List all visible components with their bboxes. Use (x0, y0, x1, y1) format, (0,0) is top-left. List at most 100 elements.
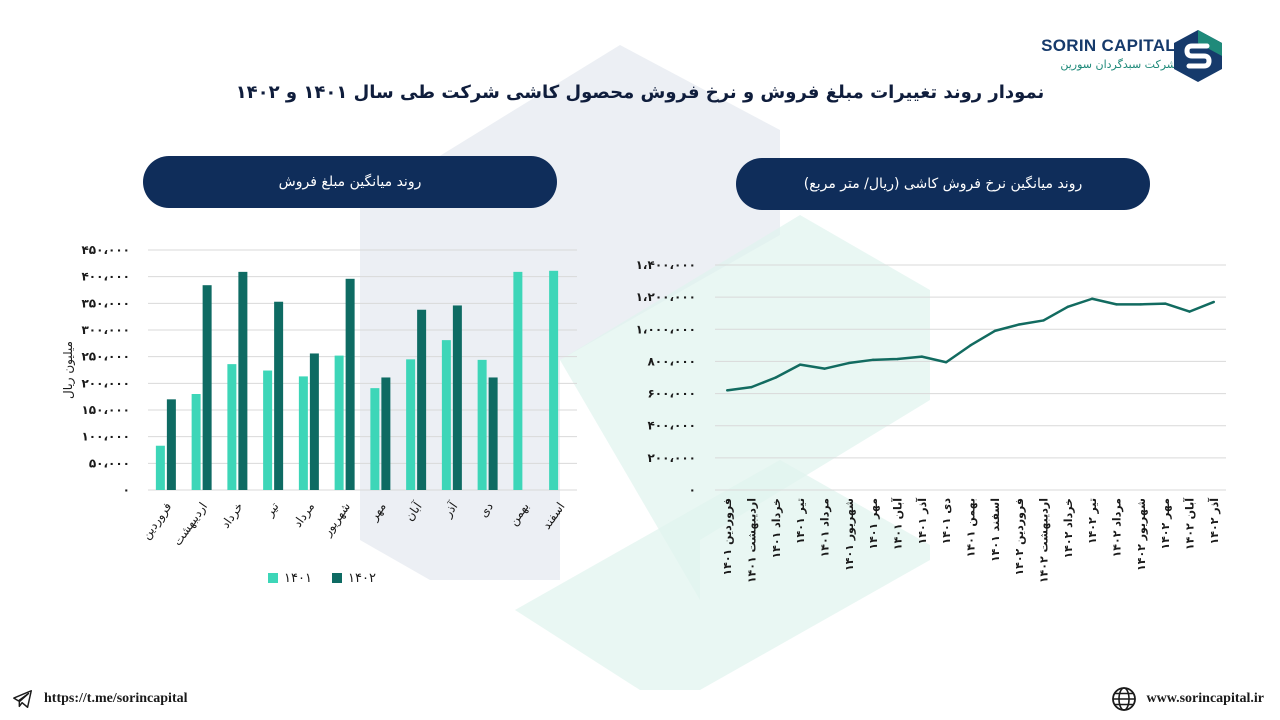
bar-1402 (381, 377, 391, 490)
globe-icon (1111, 687, 1136, 711)
bar-1401 (549, 270, 559, 490)
line-x-tick-label: آذر ۱۴۰۱ (915, 498, 929, 545)
website-url[interactable]: www.sorincapital.ir (1146, 691, 1264, 706)
line-point (750, 385, 753, 389)
line-x-tick-label: تیر ۱۴۰۱ (794, 498, 807, 544)
line-y-tick-label: ۱،۴۰۰،۰۰۰ (636, 258, 696, 272)
line-x-tick-label: مرداد ۱۴۰۲ (1111, 498, 1124, 557)
bar-y-tick-label: ۰ (123, 483, 130, 497)
line-y-tick-label: ۲۰۰،۰۰۰ (647, 451, 696, 465)
legend-label: ۱۴۰۲ (348, 571, 376, 586)
line-x-tick-label: مرداد ۱۴۰۱ (819, 498, 832, 557)
bar-x-tick-label: اسفند (539, 500, 567, 532)
bar-y-tick-label: ۴۰۰،۰۰۰ (81, 270, 130, 284)
bar-y-tick-label: ۳۰۰،۰۰۰ (81, 323, 130, 337)
bar-1401 (263, 370, 273, 490)
line-y-tick-label: ۰ (689, 483, 696, 497)
bar-1401 (441, 340, 451, 490)
line-y-tick-label: ۶۰۰،۰۰۰ (647, 387, 696, 401)
bar-1402 (202, 285, 212, 490)
line-x-tick-label: شهریور ۱۴۰۲ (1135, 498, 1148, 571)
bar-x-tick-label: مهر (366, 500, 390, 525)
line-point (969, 344, 972, 347)
line-x-tick-label: شهریور ۱۴۰۱ (843, 498, 856, 571)
telegram-url[interactable]: https://t.me/sorincapital (44, 691, 188, 706)
bar-1401 (155, 445, 165, 490)
legend-swatch (332, 573, 342, 583)
bar-x-tick-label: شهریور (320, 500, 354, 540)
line-y-tick-label: ۱،۰۰۰،۰۰۰ (636, 322, 696, 336)
bar-y-tick-label: ۲۰۰،۰۰۰ (81, 376, 130, 390)
brand-logo: SORIN CAPITAL شرکت سبدگردان سورین (1041, 30, 1252, 82)
bar-1401 (334, 355, 344, 490)
bar-x-tick-label: آذر (439, 499, 461, 521)
line-x-tick-label: دی ۱۴۰۱ (940, 498, 953, 545)
bar-1401 (298, 376, 308, 490)
line-point (774, 376, 778, 379)
bar-y-tick-label: ۵۰،۰۰۰ (89, 456, 130, 470)
bar-x-tick-label: اردیبهشت (170, 500, 211, 549)
line-y-tick-label: ۴۰۰،۰۰۰ (647, 419, 696, 433)
bar-1401 (406, 359, 416, 490)
bar-y-tick-label: ۱۰۰،۰۰۰ (81, 430, 130, 444)
line-x-tick-label: مهر ۱۴۰۱ (867, 498, 880, 550)
line-point (896, 357, 899, 361)
bar-1402 (238, 271, 248, 490)
bar-1401 (513, 271, 523, 490)
bar-x-tick-label: بهمن (506, 500, 533, 529)
line-x-tick-label: تیر ۱۴۰۲ (1086, 498, 1099, 544)
line-point (944, 361, 948, 364)
bar-y-tick-label: ۴۵۰،۰۰۰ (81, 243, 130, 257)
line-point (993, 329, 997, 333)
line-point (920, 355, 924, 358)
website-link[interactable]: www.sorincapital.ir (1111, 686, 1264, 712)
line-point (1090, 297, 1094, 300)
line-point (1042, 319, 1045, 322)
bar-chart-title-pill: روند میانگین مبلغ فروش (143, 156, 557, 208)
sorin-logo-icon (1174, 30, 1222, 82)
line-point (1212, 300, 1216, 304)
line-x-tick-label: خرداد ۱۴۰۱ (770, 498, 783, 559)
telegram-link[interactable]: https://t.me/sorincapital (12, 688, 188, 710)
line-chart-title-pill: روند میانگین نرخ فروش کاشی (ریال/ متر مر… (736, 158, 1150, 210)
bar-x-tick-label: تیر (262, 500, 283, 521)
legend-swatch (268, 573, 278, 583)
bar-y-tick-label: ۱۵۰،۰۰۰ (81, 403, 130, 417)
bar-x-tick-label: دی (476, 500, 496, 520)
bar-x-tick-label: آبان (401, 499, 425, 524)
bar-1401 (191, 394, 201, 490)
page-title: نمودار روند تغییرات مبلغ فروش و نرخ فروش… (235, 82, 1045, 103)
bar-1402 (345, 278, 355, 490)
line-y-tick-label: ۸۰۰،۰۰۰ (647, 354, 696, 368)
bar-1402 (166, 399, 176, 490)
bar-1402 (488, 377, 498, 490)
line-point (1017, 323, 1021, 326)
line-x-tick-label: اردیبهشت ۱۴۰۱ (746, 498, 759, 583)
line-x-tick-label: فروردین ۱۴۰۱ (721, 498, 734, 576)
bar-x-tick-label: مرداد (290, 500, 318, 531)
line-point (1066, 305, 1070, 308)
line-x-tick-label: خرداد ۱۴۰۲ (1062, 498, 1075, 559)
line-point (871, 358, 875, 362)
bar-1402 (417, 309, 427, 490)
bar-1402 (452, 305, 462, 490)
line-x-tick-label: اسفند ۱۴۰۱ (989, 498, 1002, 562)
bar-y-axis-label: میلیون ریال (61, 341, 76, 399)
line-x-tick-label: بهمن ۱۴۰۱ (965, 498, 978, 557)
line-x-tick-label: آبان ۱۴۰۲ (1183, 498, 1197, 550)
bar-1402 (309, 353, 319, 490)
bar-1401 (477, 359, 487, 490)
line-x-tick-label: آبان ۱۴۰۱ (891, 498, 905, 550)
brand-subtitle: شرکت سبدگردان سورین (1060, 58, 1176, 71)
line-point (1115, 303, 1118, 306)
bar-1402 (274, 301, 284, 490)
bar-x-tick-label: فروردین (139, 500, 175, 543)
line-point (823, 367, 826, 370)
line-x-tick-label: فروردین ۱۴۰۲ (1013, 498, 1026, 576)
telegram-icon (13, 690, 32, 708)
legend-label: ۱۴۰۱ (284, 571, 312, 586)
bar-1401 (370, 388, 380, 490)
line-y-tick-label: ۱،۲۰۰،۰۰۰ (636, 290, 696, 304)
line-x-tick-label: اردیبهشت ۱۴۰۲ (1038, 498, 1051, 583)
